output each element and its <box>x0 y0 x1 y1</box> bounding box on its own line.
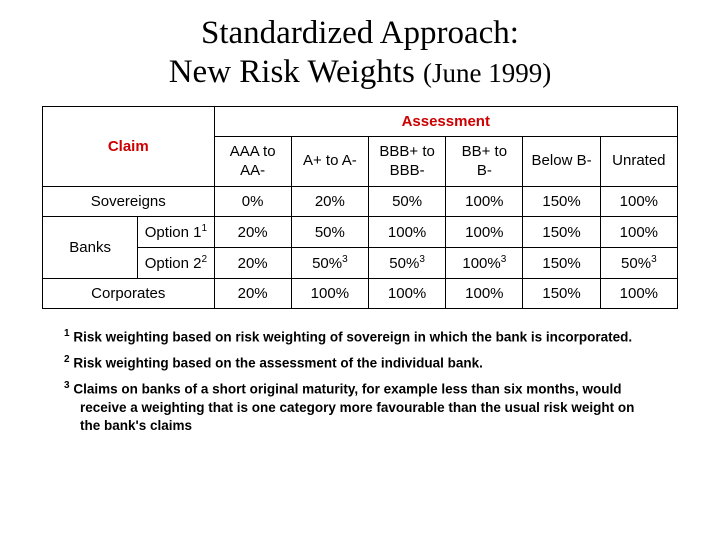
slide-title: Standardized Approach: New Risk Weights … <box>42 14 678 92</box>
claim-header: Claim <box>43 106 215 187</box>
row-corporates: Corporates 20% 100% 100% 100% 150% 100% <box>43 279 678 309</box>
title-line2: New Risk Weights <box>169 54 423 90</box>
cell: 150% <box>523 187 600 217</box>
header-row-assessment: Claim Assessment <box>43 106 678 136</box>
rating-col-2: BBB+ toBBB- <box>368 136 445 187</box>
cell: 50% <box>291 217 368 248</box>
cell: 100% <box>368 217 445 248</box>
banks-label: Banks <box>43 217 138 279</box>
cell: 20% <box>214 248 291 279</box>
cell: 100% <box>291 279 368 309</box>
row-banks-option2: Option 22 20% 50%3 50%3 100%3 150% 50%3 <box>43 248 678 279</box>
corporates-label: Corporates <box>43 279 215 309</box>
footnotes: 1 Risk weighting based on risk weighting… <box>42 327 678 435</box>
title-line1: Standardized Approach: <box>201 15 519 51</box>
cell: 50%3 <box>600 248 677 279</box>
rating-col-4: Below B- <box>523 136 600 187</box>
cell: 50%3 <box>291 248 368 279</box>
rating-col-1: A+ to A- <box>291 136 368 187</box>
row-banks-option1: Banks Option 11 20% 50% 100% 100% 150% 1… <box>43 217 678 248</box>
cell: 20% <box>214 279 291 309</box>
footnote-2: 2 Risk weighting based on the assessment… <box>64 353 656 373</box>
assessment-header: Assessment <box>214 106 677 136</box>
cell: 150% <box>523 279 600 309</box>
cell: 100% <box>446 279 523 309</box>
cell: 100% <box>446 187 523 217</box>
row-sovereigns: Sovereigns 0% 20% 50% 100% 150% 100% <box>43 187 678 217</box>
footnote-3: 3 Claims on banks of a short original ma… <box>64 379 656 435</box>
cell: 150% <box>523 248 600 279</box>
banks-opt2-label: Option 22 <box>138 248 214 279</box>
cell: 100% <box>446 217 523 248</box>
cell: 100% <box>600 217 677 248</box>
sovereigns-label: Sovereigns <box>43 187 215 217</box>
footnote-1: 1 Risk weighting based on risk weighting… <box>64 327 656 347</box>
cell: 100% <box>368 279 445 309</box>
cell: 50%3 <box>368 248 445 279</box>
cell: 100% <box>600 187 677 217</box>
cell: 100%3 <box>446 248 523 279</box>
rating-col-5: Unrated <box>600 136 677 187</box>
title-date: (June 1999) <box>423 58 551 88</box>
risk-weight-table: Claim Assessment AAA toAA- A+ to A- BBB+… <box>42 106 678 310</box>
cell: 150% <box>523 217 600 248</box>
cell: 100% <box>600 279 677 309</box>
cell: 50% <box>368 187 445 217</box>
cell: 0% <box>214 187 291 217</box>
rating-col-0: AAA toAA- <box>214 136 291 187</box>
cell: 20% <box>214 217 291 248</box>
rating-col-3: BB+ toB- <box>446 136 523 187</box>
banks-opt1-label: Option 11 <box>138 217 214 248</box>
cell: 20% <box>291 187 368 217</box>
